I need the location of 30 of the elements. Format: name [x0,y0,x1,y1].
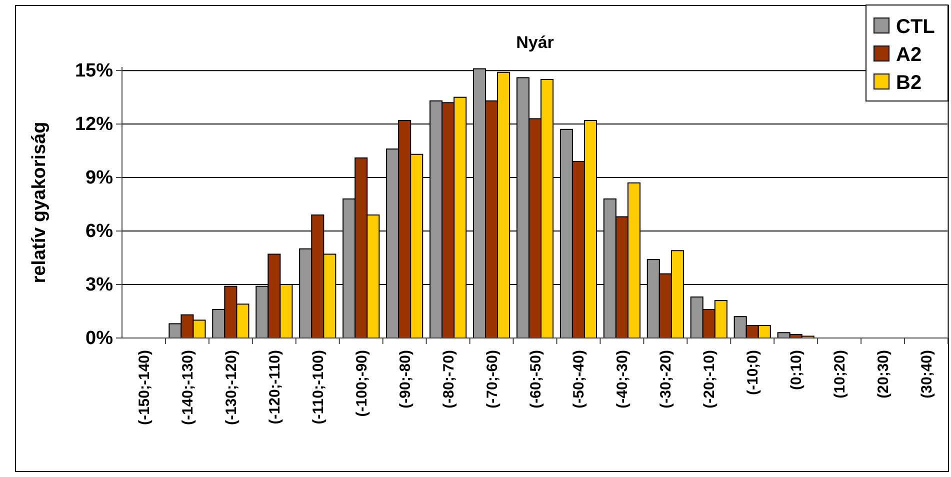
x-tick-label: (-80;-70) [440,350,458,408]
x-tick-label: (-130;-120) [222,350,240,426]
x-tick-label: (10;20) [832,350,849,398]
x-tick-label: (0;10) [788,350,806,390]
x-tick-label: (-110;-100) [310,350,327,424]
x-tick-label: (30;40) [918,350,936,398]
y-tick-label: 12% [74,114,114,136]
x-tick-label: (-100;-90) [353,350,370,417]
legend-label: B2 [896,72,922,94]
x-tick-label: (-140;-130) [179,350,196,426]
x-tick-label: (-90;-80) [396,350,414,408]
x-tick-label: (-60;-50) [527,350,544,408]
x-tick-label: (-70;-60) [484,350,501,408]
legend-label: CTL [896,16,935,38]
chart-title: Nyár [516,33,554,52]
x-tick-label: (-30;-20) [658,350,675,408]
y-axis-title: relatív gyakoriság [29,122,50,284]
x-tick-label: (-20;-10) [701,350,718,408]
x-tick-label: (-120;-110) [266,350,284,424]
y-tick-label: 15% [74,60,114,82]
x-tick-label: (20;30) [875,350,892,398]
y-tick-label: 6% [86,221,114,242]
y-tick-label: 9% [86,168,114,189]
y-tick-label: 0% [86,328,114,350]
x-tick-label: (-40;-30) [614,350,632,408]
x-tick-label: (-50;-40) [570,350,588,408]
y-tick-label: 3% [86,274,114,296]
legend-label: A2 [896,44,922,66]
x-tick-label: (-10;0) [744,350,762,396]
x-tick-label: (-150;-140) [136,350,153,426]
